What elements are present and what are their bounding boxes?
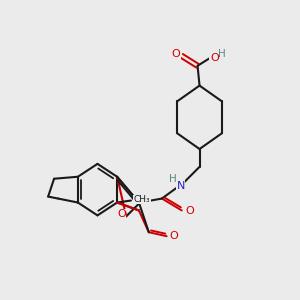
Text: CH₃: CH₃ xyxy=(134,195,150,204)
Text: H: H xyxy=(169,174,177,184)
Text: O: O xyxy=(117,209,126,219)
Text: H: H xyxy=(218,49,226,59)
Text: N: N xyxy=(176,181,185,191)
Text: O: O xyxy=(185,206,194,216)
Text: O: O xyxy=(210,53,219,63)
Text: O: O xyxy=(169,231,178,241)
Text: O: O xyxy=(171,49,180,59)
